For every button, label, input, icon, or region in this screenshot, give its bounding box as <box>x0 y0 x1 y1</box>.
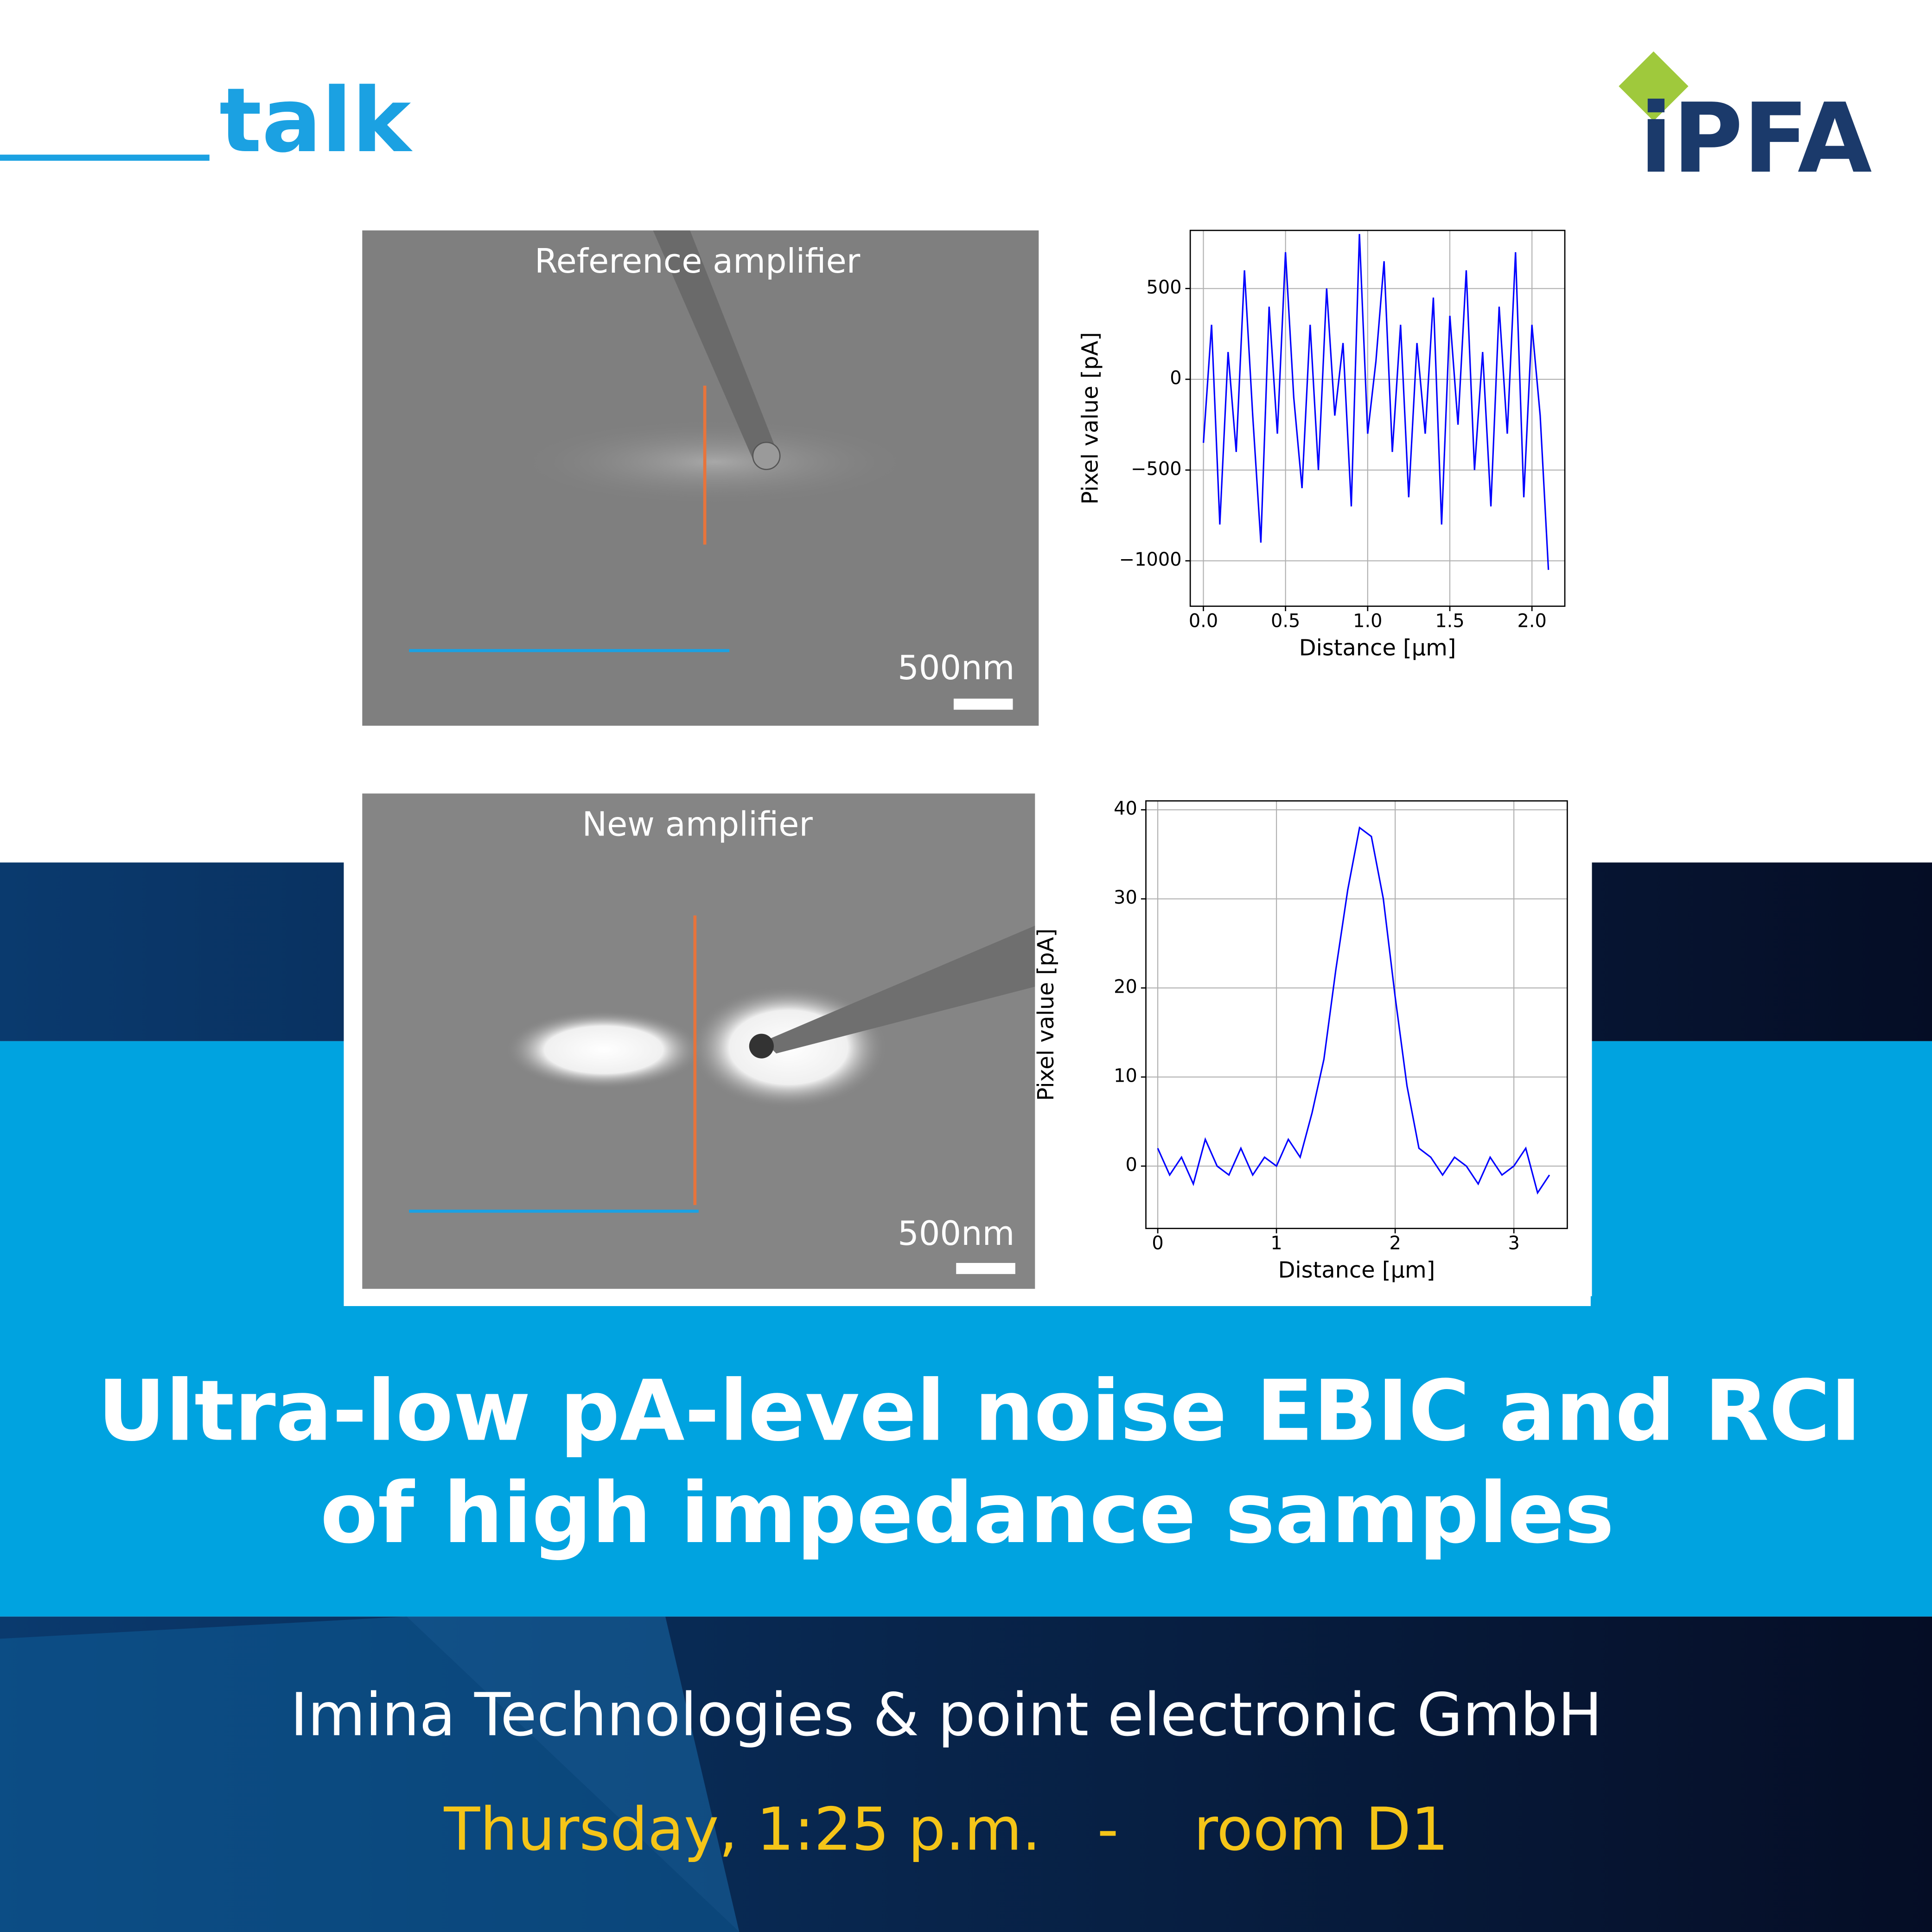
charts: −1000 −500 0 500 0.0 0.5 1.0 1.5 2.0 Distance [µm… <box>1033 218 1592 1296</box>
y-tick-label: 30 <box>1114 887 1137 908</box>
y-axis-label: Pixel value [pA] <box>1078 332 1103 504</box>
title-line: Ultra-low pA-level noise EBIC and RCI <box>97 1362 1861 1460</box>
x-tick-label: 1.0 <box>1353 611 1382 632</box>
header-label: talk <box>219 69 413 172</box>
y-tick-label: 0 <box>1126 1154 1137 1176</box>
chart-background <box>1079 218 1590 674</box>
y-tick-label: −500 <box>1131 458 1181 479</box>
scale-bar-label: 500nm <box>898 648 1014 687</box>
chart: 0 10 20 30 40 0 1 2 3 Distance [µm] Pixel value [p… <box>1033 788 1592 1296</box>
y-tick-label: −1000 <box>1119 549 1182 570</box>
probe-tip <box>749 1033 774 1058</box>
y-tick-label: 500 <box>1146 277 1181 298</box>
schedule: Thursday, 1:25 p.m. - room D1 <box>443 1796 1448 1864</box>
x-tick-label: 0.0 <box>1189 611 1218 632</box>
probe-tip <box>752 441 781 470</box>
y-tick-label: 40 <box>1114 798 1137 819</box>
x-tick-label: 0.5 <box>1271 611 1300 632</box>
sem-image: Reference amplifier 500nm <box>362 230 1039 726</box>
x-tick-label: 0 <box>1152 1233 1163 1254</box>
glow <box>517 419 912 505</box>
x-tick-label: 2.0 <box>1517 611 1546 632</box>
sem-image: New amplifier 500nm <box>362 793 1039 1289</box>
plot-frame <box>1145 800 1568 1229</box>
probe <box>764 924 1039 1054</box>
logo: iPFA <box>1639 83 1872 194</box>
chart: −1000 −500 0 500 0.0 0.5 1.0 1.5 2.0 Distance [µm… <box>1078 218 1590 674</box>
image-caption: New amplifier <box>582 805 813 844</box>
plot-frame <box>1189 230 1566 607</box>
data-line <box>1203 234 1549 570</box>
x-tick-label: 1.5 <box>1435 611 1464 632</box>
title-line: of high impedance samples <box>320 1464 1614 1562</box>
y-axis-label: Pixel value [pA] <box>1033 928 1059 1101</box>
x-tick-label: 2 <box>1389 1233 1401 1254</box>
y-tick-label: 10 <box>1114 1065 1137 1086</box>
x-axis-label: Distance [µm] <box>1299 636 1456 661</box>
probe <box>653 230 779 462</box>
y-tick-label: 20 <box>1114 976 1137 997</box>
y-tick-label: 0 <box>1170 368 1181 389</box>
x-axis-label: Distance [µm] <box>1278 1258 1435 1283</box>
scale-bar <box>953 698 1013 710</box>
x-tick-label: 3 <box>1508 1233 1519 1254</box>
x-tick-label: 1 <box>1270 1233 1282 1254</box>
image-caption: Reference amplifier <box>535 242 861 281</box>
chart-background <box>1035 788 1592 1296</box>
glow <box>505 1010 702 1090</box>
scale-bar <box>956 1262 1015 1274</box>
presenter: Imina Technologies & point electronic Gm… <box>290 1681 1602 1749</box>
data-line <box>1157 826 1550 1195</box>
scale-bar-label: 500nm <box>898 1214 1014 1253</box>
footer-shape <box>0 1616 740 1932</box>
